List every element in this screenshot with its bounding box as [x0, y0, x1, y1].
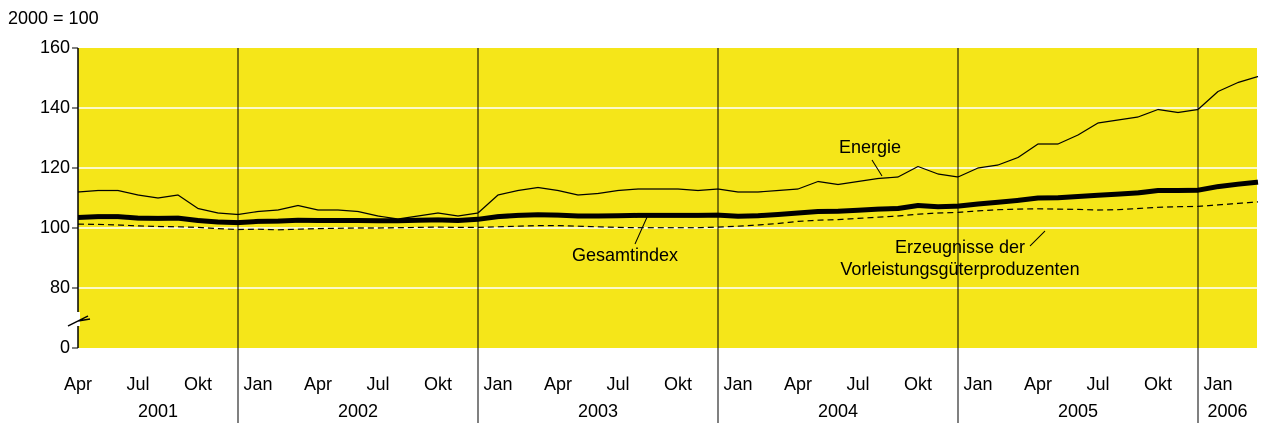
- x-tick-label: Jul: [126, 374, 149, 394]
- x-tick-label: Jan: [1203, 374, 1232, 394]
- leader: [634, 214, 649, 245]
- x-tick-label: Okt: [664, 374, 692, 394]
- annotation: Energie: [838, 137, 902, 157]
- annotation: Erzeugnisse der Vorleistungsgüterproduze…: [840, 237, 1080, 279]
- x-tick-label: Apr: [1024, 374, 1052, 394]
- y-tick-label: 160: [40, 37, 70, 57]
- x-tick-label: Jan: [723, 374, 752, 394]
- x-tick-label: Jan: [243, 374, 272, 394]
- leader: [871, 159, 883, 177]
- x-tick-label: Jan: [963, 374, 992, 394]
- x-tick-label: Okt: [1144, 374, 1172, 394]
- year-label: 2006: [1207, 401, 1247, 421]
- x-tick-label: Okt: [184, 374, 212, 394]
- y-axis-label: 2000 = 100: [8, 8, 99, 28]
- series-line: [77, 75, 1259, 220]
- x-tick-label: Jul: [846, 374, 869, 394]
- x-tick-label: Okt: [424, 374, 452, 394]
- x-tick-label: Okt: [904, 374, 932, 394]
- y-tick-label: 120: [40, 157, 70, 177]
- y-tick-label: 140: [40, 97, 70, 117]
- x-tick-label: Jan: [483, 374, 512, 394]
- x-tick-label: Jul: [606, 374, 629, 394]
- x-tick-label: Apr: [64, 374, 92, 394]
- annotation: Gesamtindex: [571, 245, 679, 265]
- y-tick-label: 80: [50, 277, 70, 297]
- y-tick-label: 100: [40, 217, 70, 237]
- y-tick-label: 0: [60, 337, 70, 357]
- year-label: 2003: [578, 401, 618, 421]
- axis-break: [67, 315, 91, 327]
- series-line: [77, 179, 1259, 226]
- x-tick-label: Apr: [304, 374, 332, 394]
- year-label: 2005: [1058, 401, 1098, 421]
- axis-break-gap: [76, 312, 80, 326]
- year-label: 2001: [138, 401, 178, 421]
- x-tick-label: Apr: [784, 374, 812, 394]
- x-tick-label: Jul: [366, 374, 389, 394]
- x-tick-label: Apr: [544, 374, 572, 394]
- series-line: [77, 201, 1259, 231]
- x-tick-label: Jul: [1086, 374, 1109, 394]
- leader: [1029, 230, 1046, 247]
- year-label: 2004: [818, 401, 858, 421]
- year-label: 2002: [338, 401, 378, 421]
